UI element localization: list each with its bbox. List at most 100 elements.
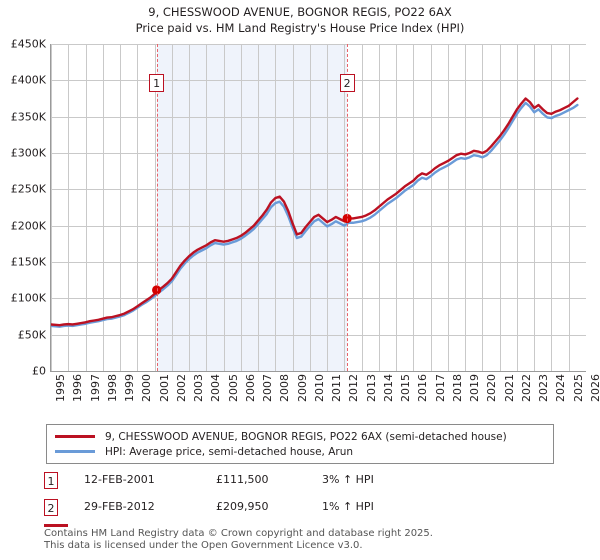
x-axis-tick-label: 2019 bbox=[468, 374, 482, 402]
transaction-date: 29-FEB-2012 bbox=[84, 500, 155, 513]
x-axis-tick-label: 1995 bbox=[54, 374, 67, 402]
gridline-vertical bbox=[137, 44, 139, 371]
series-line bbox=[51, 97, 579, 327]
gridline-horizontal bbox=[51, 153, 586, 154]
x-axis-tick-label: 2026 bbox=[589, 374, 600, 402]
legend-label: HPI: Average price, semi-detached house,… bbox=[105, 445, 354, 458]
transaction-index-badge[interactable]: 2 bbox=[44, 499, 58, 516]
gridline-vertical bbox=[120, 44, 122, 371]
gridline-vertical bbox=[447, 44, 449, 371]
footer-attribution: Contains HM Land Registry data © Crown c… bbox=[44, 528, 564, 552]
chart-series-canvas bbox=[51, 97, 579, 328]
y-axis-tick-label: £0 bbox=[32, 364, 46, 378]
x-axis-tick-label: 2021 bbox=[502, 374, 516, 402]
transaction-marker-badge[interactable]: 1 bbox=[149, 74, 165, 92]
transaction-price: £209,950 bbox=[216, 500, 269, 513]
transaction-price: £111,500 bbox=[216, 473, 269, 486]
legend-label: 9, CHESSWOOD AVENUE, BOGNOR REGIS, PO22 … bbox=[105, 430, 507, 443]
x-axis-tick-label: 2002 bbox=[174, 374, 188, 402]
y-axis-tick-label: £150K bbox=[10, 255, 46, 269]
x-axis-tick-label: 1998 bbox=[105, 374, 119, 402]
x-axis-tick-label: 2015 bbox=[399, 374, 413, 402]
gridline-horizontal bbox=[51, 189, 586, 191]
gridline-vertical bbox=[309, 44, 311, 371]
x-axis-tick-label: 2005 bbox=[226, 374, 240, 402]
footer-rule bbox=[44, 524, 68, 527]
x-axis-tick-label: 2017 bbox=[433, 374, 447, 402]
transaction-marker-badge[interactable]: 2 bbox=[339, 74, 355, 92]
chart-legend: 9, CHESSWOOD AVENUE, BOGNOR REGIS, PO22 … bbox=[46, 424, 554, 464]
gridline-vertical bbox=[68, 44, 70, 371]
transaction-index-badge[interactable]: 1 bbox=[44, 472, 58, 489]
gridline-vertical bbox=[223, 44, 225, 371]
gridline-horizontal bbox=[51, 116, 586, 118]
y-axis-tick-label: £250K bbox=[10, 182, 46, 196]
gridline-vertical bbox=[189, 44, 191, 371]
x-axis-tick-label: 2024 bbox=[554, 374, 568, 402]
x-axis-tick-label: 2010 bbox=[312, 374, 326, 402]
chart-title-secondary: Price paid vs. HM Land Registry's House … bbox=[135, 21, 465, 35]
gridline-horizontal bbox=[51, 298, 586, 300]
gridline-horizontal bbox=[51, 44, 586, 45]
y-axis-tick-label: £200K bbox=[10, 219, 46, 233]
gridline-horizontal bbox=[51, 225, 586, 227]
y-axis-tick-label: £350K bbox=[10, 110, 46, 124]
gridline-vertical bbox=[534, 44, 536, 371]
x-axis-tick-label: 1999 bbox=[123, 374, 137, 402]
transaction-hpi-delta: 1% ↑ HPI bbox=[322, 500, 374, 513]
x-axis-tick-label: 2003 bbox=[192, 374, 206, 402]
y-axis-tick-label: £50K bbox=[17, 328, 46, 342]
ownership-period-shading bbox=[156, 44, 348, 371]
footer-line-1: Contains HM Land Registry data © Crown c… bbox=[44, 528, 433, 539]
y-axis-tick-label: £100K bbox=[10, 291, 46, 305]
x-axis-tick-label: 2000 bbox=[140, 374, 154, 402]
gridline-vertical bbox=[413, 44, 415, 371]
x-axis-tick-label: 2014 bbox=[381, 374, 395, 402]
legend-color-swatch bbox=[55, 435, 95, 438]
x-axis-tick-label: 2009 bbox=[295, 374, 309, 402]
gridline-vertical bbox=[51, 44, 52, 371]
transaction-marker-line bbox=[156, 44, 158, 371]
gridline-vertical bbox=[171, 44, 173, 371]
gridline-vertical bbox=[275, 44, 277, 371]
transaction-marker-line bbox=[347, 44, 349, 371]
gridline-vertical bbox=[499, 44, 501, 371]
x-axis-tick-label: 2008 bbox=[278, 374, 292, 402]
y-axis-tick-label: £300K bbox=[10, 146, 46, 160]
gridline-vertical bbox=[482, 44, 484, 371]
transaction-hpi-delta: 3% ↑ HPI bbox=[322, 473, 374, 486]
gridline-horizontal bbox=[51, 334, 586, 336]
x-axis-tick-label: 2011 bbox=[330, 374, 344, 402]
transaction-row: 2 29-FEB-2012 £209,950 1% ↑ HPI bbox=[44, 499, 464, 526]
x-axis-tick-label: 2007 bbox=[261, 374, 275, 402]
gridline-vertical bbox=[396, 44, 398, 371]
x-axis-tick-label: 2001 bbox=[157, 374, 171, 402]
gridline-vertical bbox=[361, 44, 363, 371]
transaction-date: 12-FEB-2001 bbox=[84, 473, 155, 486]
gridline-vertical bbox=[551, 44, 553, 371]
gridline-vertical bbox=[568, 44, 570, 371]
x-axis-tick-label: 2016 bbox=[416, 374, 430, 402]
x-axis-tick-label: 1996 bbox=[71, 374, 85, 402]
footer-line-2: This data is licensed under the Open Gov… bbox=[44, 540, 363, 551]
x-axis-tick-label: 2018 bbox=[450, 374, 464, 402]
gridline-vertical bbox=[258, 44, 260, 371]
x-axis-tick-label: 2022 bbox=[519, 374, 533, 402]
gridline-vertical bbox=[430, 44, 432, 371]
gridline-vertical bbox=[465, 44, 467, 371]
x-axis-tick-label: 2013 bbox=[364, 374, 378, 402]
series-line bbox=[51, 101, 579, 328]
gridline-vertical bbox=[344, 44, 346, 371]
chart-titles: 9, CHESSWOOD AVENUE, BOGNOR REGIS, PO22 … bbox=[0, 0, 600, 36]
legend-item: HPI: Average price, semi-detached house,… bbox=[55, 444, 545, 459]
gridline-horizontal bbox=[51, 262, 586, 263]
transaction-row: 1 12-FEB-2001 £111,500 3% ↑ HPI bbox=[44, 472, 464, 499]
gridline-vertical bbox=[292, 44, 294, 371]
gridline-horizontal bbox=[51, 80, 586, 82]
transactions-table: 1 12-FEB-2001 £111,500 3% ↑ HPI 2 29-FEB-2012… bbox=[44, 472, 464, 526]
x-axis-tick-label: 2023 bbox=[537, 374, 551, 402]
gridline-vertical bbox=[85, 44, 87, 371]
chart-title-primary: 9, CHESSWOOD AVENUE, BOGNOR REGIS, PO22 … bbox=[148, 5, 452, 19]
